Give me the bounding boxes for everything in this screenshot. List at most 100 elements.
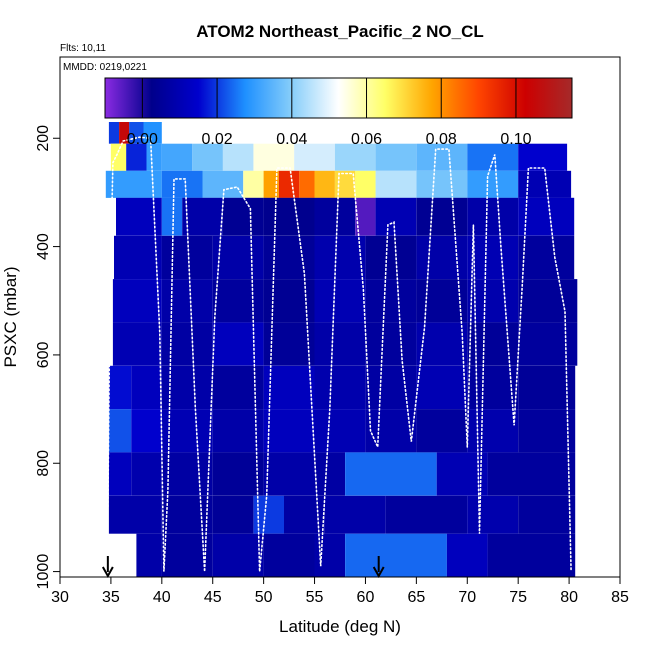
- heatmap-cell: [263, 533, 315, 577]
- heatmap-cell: [355, 170, 376, 198]
- heatmap-cell: [416, 197, 468, 236]
- y-tick-label: 200: [35, 125, 52, 152]
- heatmap-cell: [467, 170, 519, 198]
- colorbar-gradient: [104, 77, 573, 119]
- colorbar-tick-label: 0.02: [202, 131, 233, 148]
- heatmap-cell: [263, 452, 315, 496]
- heatmap-cell: [243, 170, 264, 198]
- heatmap-cell: [212, 452, 264, 496]
- x-tick-label: 60: [357, 589, 375, 606]
- y-tick-label: 800: [35, 450, 52, 477]
- heatmap-cell: [467, 409, 519, 453]
- heatmap-cell: [345, 533, 447, 577]
- y-axis: 200 400 600 800 1000: [35, 125, 61, 590]
- heatmap-cell: [518, 170, 572, 198]
- heatmap-cell: [467, 143, 519, 171]
- x-axis-title: Latitude (deg N): [279, 617, 401, 636]
- heatmap-cell: [161, 143, 193, 171]
- heatmap-cell: [161, 322, 213, 366]
- dates-label: MMDD: 0219,0221: [63, 62, 147, 73]
- heatmap-cell: [314, 279, 366, 323]
- heatmap-cell: [518, 279, 578, 323]
- heatmap-cell: [314, 452, 345, 496]
- heatmap-cell: [212, 235, 264, 280]
- heatmap-cell: [294, 143, 335, 171]
- x-tick-label: 75: [509, 589, 527, 606]
- heatmap-cell: [212, 279, 264, 323]
- heatmap-cell: [161, 495, 213, 534]
- heatmap-cell: [161, 452, 213, 496]
- heatmap-cell: [263, 197, 315, 236]
- heatmap-cell: [355, 197, 376, 236]
- heatmap-cell: [212, 365, 264, 410]
- heatmap-cell: [375, 170, 417, 198]
- heatmap-cell: [365, 409, 417, 453]
- colorbar: 0.00 0.02 0.04 0.06 0.08 0.10: [104, 77, 573, 148]
- y-axis-title: PSXC (mbar): [1, 266, 20, 367]
- heatmap-cell: [182, 197, 223, 236]
- heatmap-cell: [108, 452, 132, 496]
- heatmap-cell: [314, 365, 366, 410]
- heatmap-cell: [161, 197, 183, 236]
- heatmap-cell: [518, 143, 568, 171]
- colorbar-tick-label: 0.10: [500, 131, 531, 148]
- heatmap-cell: [212, 322, 264, 366]
- marker-arrow-head: [101, 566, 114, 579]
- heatmap-cell: [365, 365, 417, 410]
- heatmap-cell: [334, 143, 376, 171]
- heatmap-cell: [222, 143, 254, 171]
- heatmap-cell: [314, 409, 366, 453]
- heatmap-cell: [263, 365, 315, 410]
- heatmap-cell: [416, 170, 468, 198]
- heatmap-cell: [314, 322, 366, 366]
- heatmap-cell: [126, 143, 147, 171]
- heatmap-cell: [110, 143, 127, 171]
- heatmap-cell: [278, 170, 300, 198]
- x-tick-label: 80: [560, 589, 578, 606]
- x-tick-label: 70: [458, 589, 476, 606]
- colorbar-tick-label: 0.04: [276, 131, 307, 148]
- x-tick-label: 50: [255, 589, 273, 606]
- heatmap-cell: [324, 495, 386, 534]
- chart-title: ATOM2 Northeast_Pacific_2 NO_CL: [196, 22, 484, 41]
- heatmap-cell: [253, 143, 295, 171]
- heatmap-cell: [108, 122, 120, 144]
- heatmap-cell: [518, 322, 578, 366]
- y-tick-label: 1000: [35, 554, 52, 590]
- heatmap-cell: [416, 143, 468, 171]
- colorbar-tick-label: 0.00: [127, 131, 158, 148]
- heatmap-cell: [518, 235, 575, 280]
- heatmap-cell: [108, 365, 132, 410]
- heatmap-cell: [192, 143, 223, 171]
- x-tick-label: 30: [51, 589, 69, 606]
- heatmap-cell: [314, 170, 335, 198]
- colorbar-tick-label: 0.08: [426, 131, 457, 148]
- heatmap-cell: [161, 235, 213, 280]
- marker-arrow-head: [372, 566, 385, 579]
- heatmap-cell: [365, 235, 417, 280]
- y-tick-label: 400: [35, 233, 52, 260]
- heatmap-cell: [385, 495, 468, 534]
- heatmap-cell: [119, 122, 130, 144]
- heatmap-cell: [416, 409, 468, 453]
- heatmap-cell: [416, 365, 468, 410]
- heatmap-cell: [345, 452, 437, 496]
- x-tick-label: 40: [153, 589, 171, 606]
- heatmap-cell: [263, 170, 279, 198]
- heatmap-cell: [222, 197, 264, 236]
- heatmap-cell: [467, 197, 519, 236]
- heatmap-cell: [518, 197, 575, 236]
- x-axis: 30 35 40 45 50 55 60 65 70 75 80 85: [51, 576, 629, 606]
- flight-track-line: [107, 136, 572, 573]
- heatmap-cell: [314, 197, 356, 236]
- heatmap-cell: [263, 409, 315, 453]
- heatmap-cell: [146, 143, 162, 171]
- heatmap-cell: [446, 533, 488, 577]
- heatmap-cell: [131, 452, 162, 496]
- heatmap-cell: [299, 170, 315, 198]
- heatmap-cell: [314, 235, 366, 280]
- x-tick-label: 55: [306, 589, 324, 606]
- x-tick-label: 65: [407, 589, 425, 606]
- heatmap-cell: [334, 170, 356, 198]
